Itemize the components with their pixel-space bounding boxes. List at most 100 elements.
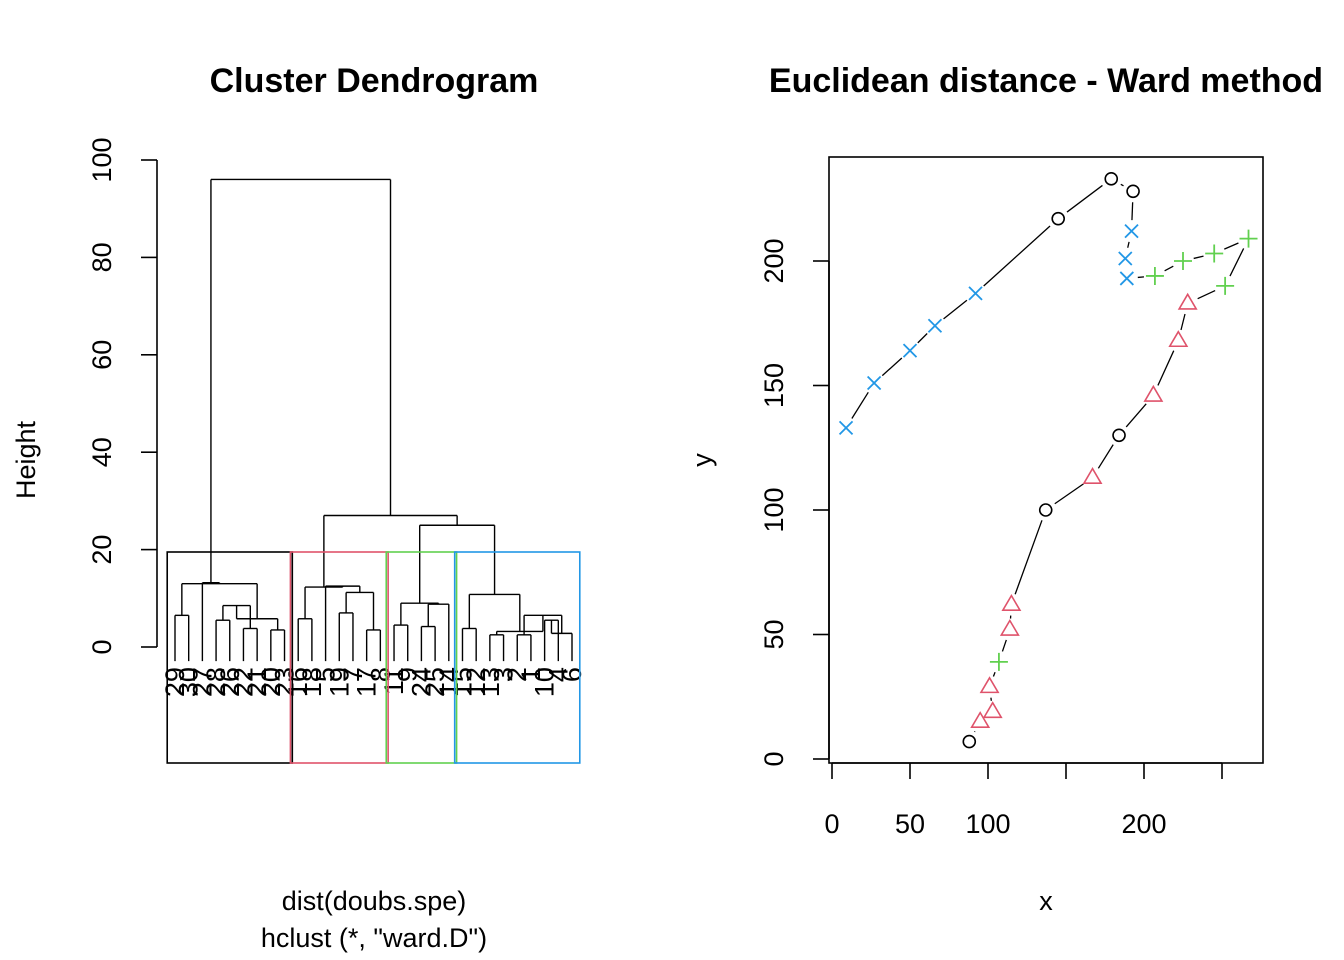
scatter-y-tick-label: 100 xyxy=(759,487,789,532)
scatter-point-circle xyxy=(1051,211,1065,226)
scatter-segment xyxy=(1229,248,1245,277)
dendrogram-leaf-label: 22 xyxy=(228,667,258,697)
scatter-point-triangle xyxy=(1168,330,1189,348)
scatter-point-triangle xyxy=(999,618,1020,636)
dendrogram-y-tick-label: 60 xyxy=(87,340,117,370)
scatter-point-triangle xyxy=(970,711,991,729)
dendrogram-leaf-label: 23 xyxy=(270,667,300,697)
dendrogram-leaf-label: 15 xyxy=(447,667,477,697)
dendrogram-leaf-label: 10 xyxy=(530,667,560,697)
scatter-point-circle xyxy=(1112,428,1126,443)
scatter-y-label: y xyxy=(687,453,717,467)
dendrogram-sub-label: hclust (*, "ward.D") xyxy=(261,923,487,953)
scatter-point-cross xyxy=(838,420,854,435)
scatter-segment xyxy=(1066,184,1103,213)
scatter-x-tick-label: 50 xyxy=(895,809,925,839)
dendrogram-leaf-label: 6 xyxy=(557,667,587,682)
dendrogram-leaf-label: 13 xyxy=(475,667,505,697)
scatter-point-triangle xyxy=(1001,594,1022,612)
scatter-point-circle xyxy=(1126,184,1140,199)
scatter-point-triangle xyxy=(982,701,1003,719)
scatter-segment xyxy=(1180,313,1186,331)
scatter-segment xyxy=(1157,350,1175,386)
dendrogram-leaf-label: 24 xyxy=(406,667,436,697)
dendrogram-y-tick-label: 0 xyxy=(87,639,117,654)
scatter-x-tick-label: 200 xyxy=(1121,809,1166,839)
scatter-segment xyxy=(1120,183,1124,187)
dendrogram-cluster-boxes xyxy=(166,551,581,764)
dendrogram-y-axis: 0 20 40 60 80 100 xyxy=(87,137,158,655)
scatter-point-cross xyxy=(1119,271,1134,286)
scatter-point-triangle xyxy=(1082,467,1103,485)
scatter-segment xyxy=(992,671,996,677)
dendrogram-leaf-label: 18 xyxy=(297,667,327,697)
dendrogram-leaf-label: 14 xyxy=(434,667,464,697)
scatter-point-plus xyxy=(1205,244,1224,263)
scatter-x-tick-label: 0 xyxy=(824,809,839,839)
dendrogram-cluster-box xyxy=(289,551,389,764)
scatter-points xyxy=(838,172,1258,749)
dendrogram-leaf-label: 30 xyxy=(174,667,204,697)
dendrogram-leaf-label: 3 xyxy=(489,667,519,682)
scatter-point-cross xyxy=(1124,223,1139,239)
dendrogram-y-tick-label: 100 xyxy=(87,137,117,182)
scatter-segment xyxy=(1127,241,1130,248)
dendrogram-leaf-label: 7 xyxy=(338,667,368,682)
dendrogram-leaf-label: 5 xyxy=(311,667,341,682)
scatter-segment xyxy=(1193,255,1204,260)
scatter-segment xyxy=(1197,289,1216,300)
dendrogram-leaf-label: 26 xyxy=(215,667,245,697)
scatter-x-axis: 0 50 100 200 xyxy=(824,762,1223,839)
scatter-segment xyxy=(1014,520,1043,595)
dendrogram-leaf-label: 1 xyxy=(516,667,546,682)
scatter-segment xyxy=(1224,242,1239,250)
scatter-point-cross xyxy=(902,343,918,358)
scatter-point-cross xyxy=(866,375,882,391)
dendrogram-leaf-label: 2 xyxy=(502,667,532,682)
dendrogram-leaf-label: 19 xyxy=(324,667,354,697)
scatter-segment xyxy=(881,357,903,377)
scatter-panel: Euclidean distance - Ward method 0 50 100 2… xyxy=(687,62,1323,916)
dendrogram-leaf-label: 4 xyxy=(543,667,573,682)
scatter-x-label: x xyxy=(1039,886,1053,916)
scatter-point-plus xyxy=(1145,266,1164,285)
scatter-x-tick-label: 100 xyxy=(965,809,1010,839)
dendrogram-leaf-label: 16 xyxy=(283,667,313,697)
dendrogram-cluster-box xyxy=(453,551,581,764)
dendrogram-leaf-label: 27 xyxy=(187,667,217,697)
scatter-point-plus xyxy=(1216,276,1235,295)
scatter-point-cross xyxy=(968,286,983,301)
dendrogram-cluster-box xyxy=(385,551,458,764)
scatter-y-tick-label: 50 xyxy=(759,619,789,649)
dendrogram-leaf-label: 17 xyxy=(352,667,382,697)
scatter-segment xyxy=(1125,403,1147,428)
scatter-segment xyxy=(943,299,968,320)
scatter-point-triangle xyxy=(1177,292,1198,310)
dendrogram-y-tick-label: 80 xyxy=(87,242,117,272)
scatter-point-circle xyxy=(1104,172,1119,186)
dendrogram-leaf-labels: 2930272826222120231618519717811924251415… xyxy=(160,667,587,697)
dendrogram-leaf-label: 9 xyxy=(393,667,423,682)
dendrogram-x-label: dist(doubs.spe) xyxy=(282,886,467,916)
dendrogram-leaf-label: 12 xyxy=(461,667,491,697)
dendrogram-tree xyxy=(174,178,573,662)
scatter-segment xyxy=(851,391,869,419)
scatter-point-cross xyxy=(927,318,943,333)
dendrogram-leaf-label: 11 xyxy=(379,667,409,695)
dendrogram-y-tick-label: 40 xyxy=(87,437,117,467)
scatter-segment xyxy=(1164,265,1174,272)
scatter-y-axis: 0 50 100 150 200 xyxy=(759,238,830,767)
scatter-title: Euclidean distance - Ward method xyxy=(769,62,1323,100)
dendrogram-leaf-label: 29 xyxy=(160,667,190,697)
scatter-segment xyxy=(1054,483,1084,505)
dendrogram-leaf-label: 25 xyxy=(420,667,450,697)
dendrogram-panel: Cluster Dendrogram 0 20 40 60 80 100 Height 2… xyxy=(11,62,587,953)
scatter-y-tick-label: 200 xyxy=(759,238,789,283)
scatter-point-triangle xyxy=(979,676,1000,694)
scatter-point-plus xyxy=(1239,229,1258,248)
scatter-y-tick-label: 150 xyxy=(759,363,789,408)
scatter-segment xyxy=(983,225,1051,287)
scatter-plot-frame xyxy=(828,156,1264,764)
dendrogram-cluster-box xyxy=(166,551,294,764)
